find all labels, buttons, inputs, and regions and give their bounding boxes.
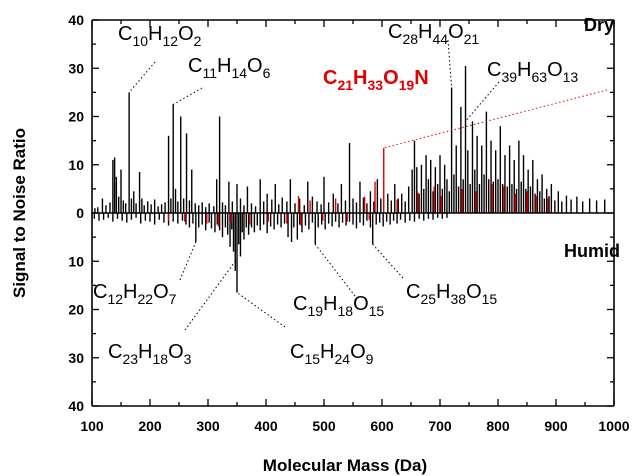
bars-layer — [94, 66, 604, 293]
annotation-leader-line — [384, 90, 607, 148]
formula-label: C23H18O3 — [108, 341, 192, 367]
annotation-leader-line — [448, 40, 452, 88]
y-tick-label: 20 — [68, 302, 84, 318]
formula-label: C12H22O7 — [93, 281, 177, 307]
x-tick-label: 500 — [312, 418, 336, 434]
annotation-leader-line — [237, 293, 285, 327]
annotation-leader-line — [129, 62, 155, 92]
y-tick-label: 40 — [68, 12, 84, 28]
annotation-leader-line — [373, 244, 403, 278]
annotation-leader-line — [185, 261, 235, 330]
formula-label: C11H14O6 — [188, 55, 271, 81]
y-tick-label: 30 — [68, 350, 84, 366]
dry-label: Dry — [584, 15, 614, 35]
x-tick-label: 800 — [486, 418, 510, 434]
annotation-leader-line — [180, 242, 196, 280]
x-tick-label: 700 — [428, 418, 452, 434]
annotation-leader-line — [466, 82, 499, 121]
annotation-leader-line — [315, 244, 355, 296]
annotation-leader-line — [173, 88, 202, 104]
x-tick-label: 1000 — [598, 418, 629, 434]
y-tick-label: 40 — [68, 398, 84, 414]
formula-label: C15H24O9 — [290, 341, 374, 367]
x-axis-title: Molecular Mass (Da) — [263, 456, 427, 475]
formula-label: C25H38O15 — [406, 281, 497, 307]
x-tick-label: 300 — [196, 418, 220, 434]
x-tick-label: 600 — [370, 418, 394, 434]
formula-label: C39H63O13 — [487, 59, 578, 85]
formula-label: C28H44O21 — [388, 21, 479, 47]
humid-label: Humid — [564, 241, 620, 261]
formula-label: C19H18O15 — [293, 293, 384, 319]
formula-label: C21H33O19N — [323, 67, 429, 93]
x-tick-label: 900 — [544, 418, 568, 434]
y-tick-label: 0 — [76, 205, 84, 221]
y-tick-label: 20 — [68, 109, 84, 125]
y-tick-label: 10 — [68, 253, 84, 269]
x-tick-label: 200 — [138, 418, 162, 434]
y-tick-label: 30 — [68, 60, 84, 76]
x-tick-label: 400 — [254, 418, 278, 434]
y-axis-title: Signal to Noise Ratio — [10, 128, 29, 298]
formula-label: C10H12O2 — [118, 23, 202, 49]
y-tick-label: 10 — [68, 157, 84, 173]
x-tick-label: 100 — [80, 418, 104, 434]
